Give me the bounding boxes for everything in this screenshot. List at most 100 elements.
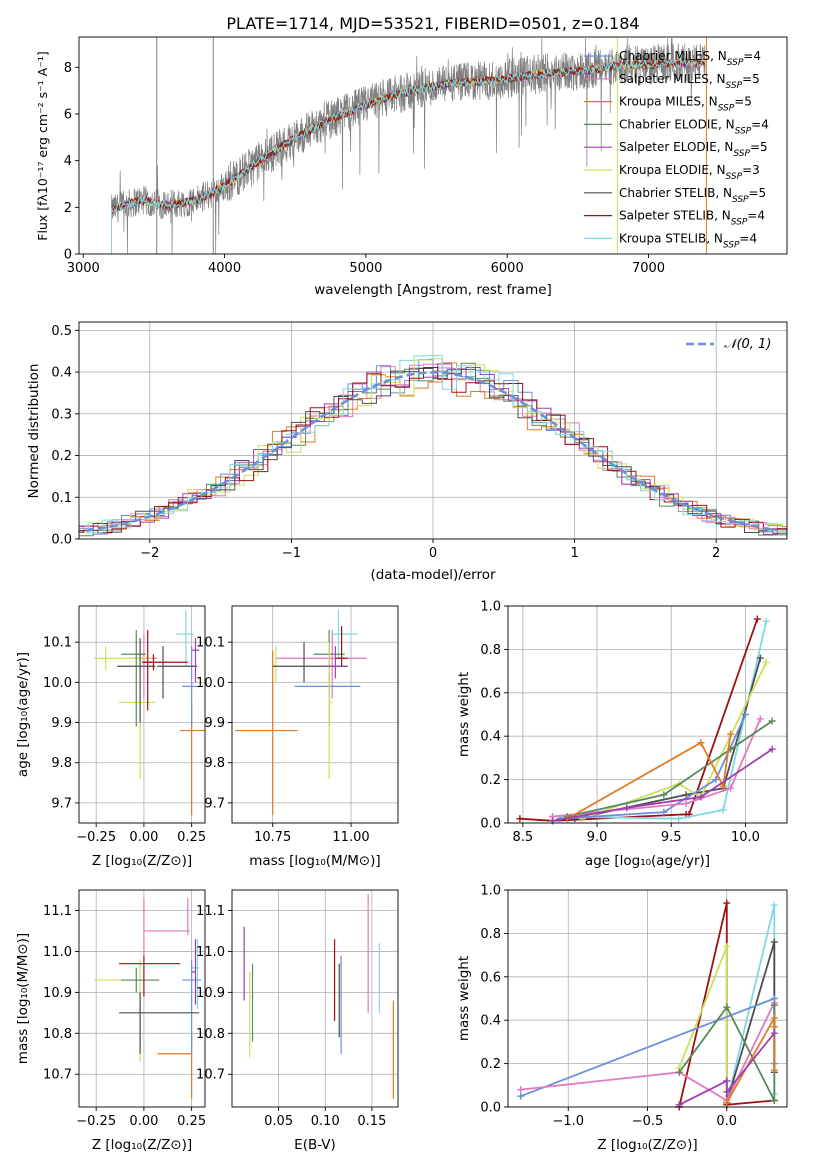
spectrum-y-tick-label: 4	[64, 154, 72, 169]
spectrum-y-tick-label: 6	[64, 108, 72, 123]
errorbar-point	[191, 638, 200, 683]
panel-y-tick-label: 0.0	[480, 1101, 501, 1116]
panel-x-tick-label: 10.75	[254, 830, 291, 845]
spectrum-y-tick-label: 0	[64, 248, 72, 263]
weight-series-marker	[770, 1023, 778, 1031]
weight-series-marker	[623, 804, 631, 812]
spectrum-xlabel: wavelength [Angstrom, rest frame]	[314, 282, 552, 298]
weight-series-line	[581, 662, 768, 820]
observed-spectrum-line	[111, 38, 706, 255]
panel-y-tick-label: 10.8	[196, 1027, 225, 1042]
weight-series-marker	[762, 658, 770, 666]
weight-series-marker	[723, 1003, 731, 1011]
panel-y-tick-label: 0.2	[480, 1057, 501, 1072]
legend-label-count: =5	[749, 186, 767, 200]
panel-xlabel: Z [log₁₀(Z/Z⊙)]	[92, 1137, 192, 1153]
panel-y-tick-label: 10.0	[43, 676, 72, 691]
panel-xlabel: E(B-V)	[294, 1137, 336, 1153]
panel-y-tick-label: 0.4	[480, 730, 501, 745]
legend-label: Kroupa ELODIE, NSSP=3	[619, 163, 760, 182]
legend-label-count: =4	[743, 49, 761, 63]
errorbar-point	[332, 610, 358, 659]
panel-ylabel: mass weight	[456, 672, 472, 757]
errorbar-point	[182, 959, 202, 1054]
panel-y-tick-label: 11.1	[43, 904, 72, 919]
panel-y-tick-label: 0.0	[480, 817, 501, 832]
panel-y-tick-label: 0.6	[480, 686, 501, 701]
residual-histogram-step	[79, 358, 787, 533]
panel-y-tick-label: 10.1	[43, 636, 72, 651]
errorbar-point	[328, 642, 333, 779]
legend-label-subscript: SSP	[723, 240, 740, 250]
weight-series-marker	[697, 793, 705, 801]
weight-series-marker	[756, 715, 764, 723]
panel-y-tick-label: 10.1	[196, 636, 225, 651]
panel-x-tick-label: 9.5	[661, 830, 682, 845]
panel-x-tick-label: 0.0	[716, 1114, 737, 1129]
panel-axes	[231, 605, 399, 824]
panel-grid	[508, 889, 787, 1108]
panel-y-tick-label: 0.6	[480, 970, 501, 985]
weight-series-marker	[770, 938, 778, 946]
panel-grid	[232, 890, 398, 1107]
weight-series-marker	[770, 1001, 778, 1009]
legend-label-count: =4	[739, 231, 757, 245]
panel-y-tick-label: 11.0	[43, 945, 72, 960]
legend-label: Kroupa MILES, NSSP=5	[619, 95, 752, 114]
mass-vs-ebv-panel: 0.05 0.10 0.15 10.7 10.8 10.9 11.0 11.1 E(B-V)	[196, 889, 399, 1153]
legend-label: Chabrier ELODIE, NSSP=4	[619, 117, 769, 136]
panel-y-tick-label: 0.8	[480, 927, 501, 942]
panel-marks	[94, 610, 205, 815]
age-vs-mass-panel: 10.75 11.00 9.7 9.8 9.9 10.0 10.1 mass [log₁₀(M…	[196, 605, 399, 869]
weight-series-line	[567, 720, 773, 818]
weight-series-marker	[727, 784, 735, 792]
weight-series-line	[725, 904, 776, 1103]
panel-ylabel: age [log₁₀(age/yr)]	[15, 652, 31, 777]
panel-x-tick-label: 0.10	[311, 1114, 340, 1129]
weight-series-marker	[697, 739, 705, 747]
weight-series-line	[566, 733, 732, 820]
legend-label-count: =5	[742, 72, 760, 86]
errorbar-point	[157, 646, 198, 699]
errorbar-point	[335, 626, 348, 667]
weight-series-marker	[768, 717, 776, 725]
legend-label: Kroupa STELIB, NSSP=4	[619, 231, 757, 250]
weight-series-marker	[770, 1029, 778, 1037]
panel-y-tick-label: 9.7	[204, 796, 225, 811]
weight-series-marker	[517, 1086, 525, 1094]
panel-x-tick-label: −0.25	[76, 830, 116, 845]
panel-x-tick-label: 11.00	[332, 830, 369, 845]
panel-y-tick-label: 10.7	[43, 1068, 72, 1083]
panel-x-tick-label: 0.25	[177, 1114, 206, 1129]
legend-label: Salpeter MILES, NSSP=5	[619, 72, 760, 91]
errorbar-point	[180, 702, 205, 815]
panel-x-tick-label: 0.00	[129, 1114, 158, 1129]
panel-marks	[243, 894, 394, 1099]
panel-x-tick-label: 0.05	[264, 1114, 293, 1129]
panel-xlabel: mass [log₁₀(M/M⊙)]	[249, 853, 380, 869]
legend-label-subscript: SSP	[732, 195, 749, 205]
panel-grid	[232, 606, 398, 823]
residual-histograms	[79, 355, 787, 537]
panel-y-tick-label: 1.0	[480, 884, 501, 899]
residual-histogram-step	[79, 362, 787, 528]
panel-x-tick-label: 10.0	[731, 830, 760, 845]
panel-marks	[517, 899, 778, 1111]
age-vs-Z-panel: −0.25 0.00 0.25 9.7 9.8 9.9 10.0 10.1 Z [log₁₀(Z…	[15, 605, 206, 869]
weight-vs-age-panel: 8.5 9.0 9.5 10.0 0.0 0.2 0.4 0.6 0.8 1.0 age [log₁…	[456, 600, 788, 869]
panel-ylabel: mass weight	[456, 956, 472, 1041]
weight-series-marker	[675, 815, 683, 823]
histogram-x-tick-label: 0	[429, 546, 437, 561]
weight-series-marker	[719, 782, 727, 790]
panel-marks	[235, 610, 367, 815]
errorbar-point	[176, 610, 194, 667]
panel-x-tick-label: −0.25	[76, 1114, 116, 1129]
histogram-y-tick-label: 0.2	[51, 449, 72, 464]
panel-y-tick-label: 9.9	[204, 716, 225, 731]
weight-series-marker	[723, 1077, 731, 1085]
panel-x-tick-label: −0.5	[632, 1114, 664, 1129]
panel-axes	[78, 605, 206, 824]
panel-y-tick-label: 11.0	[196, 945, 225, 960]
errorbar-point	[325, 646, 345, 679]
